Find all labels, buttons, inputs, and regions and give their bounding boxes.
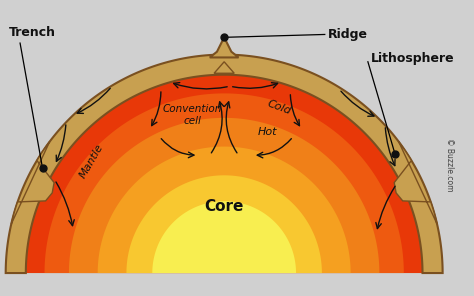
Text: Mantle: Mantle [78,142,106,180]
Polygon shape [6,54,443,273]
Text: Core: Core [204,200,244,214]
Polygon shape [127,175,322,273]
Polygon shape [69,118,379,273]
Text: Ridge: Ridge [328,28,368,41]
Text: Convention
cell: Convention cell [163,104,222,126]
Polygon shape [214,62,234,73]
Text: © Buzzle.com: © Buzzle.com [445,139,454,192]
Polygon shape [394,141,437,224]
Text: Trench: Trench [9,26,55,39]
Polygon shape [98,147,351,273]
Polygon shape [11,141,54,224]
Polygon shape [6,54,443,273]
Polygon shape [26,75,422,273]
Polygon shape [152,201,296,273]
Polygon shape [178,227,270,273]
Text: Hot: Hot [257,127,277,137]
Text: Cold: Cold [265,99,292,117]
Polygon shape [210,37,238,57]
Polygon shape [45,93,404,273]
Text: Lithosphere: Lithosphere [371,52,455,65]
